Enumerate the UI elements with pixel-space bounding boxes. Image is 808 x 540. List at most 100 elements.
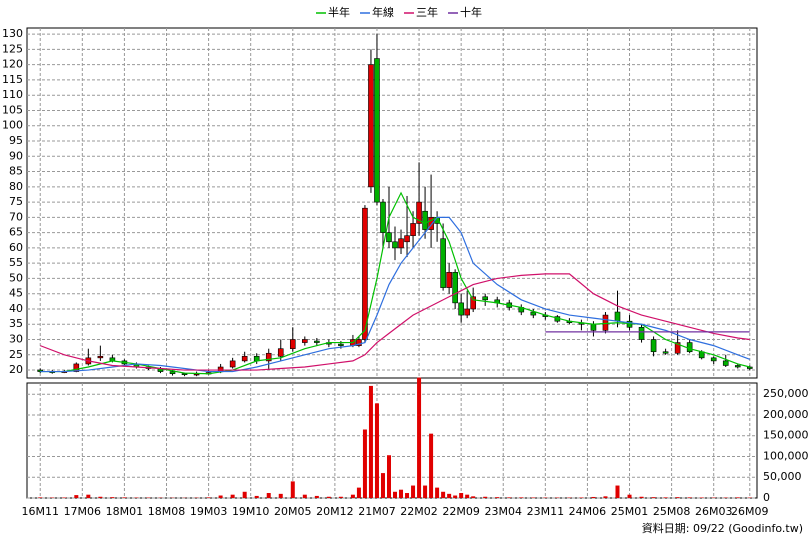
volume-bar <box>314 495 319 498</box>
volume-bar <box>441 491 446 498</box>
x-tick-label: 23M04 <box>484 505 522 518</box>
volume-bar <box>405 493 410 498</box>
y-tick-label: 50 <box>9 271 23 284</box>
y-tick-label: 20 <box>9 363 23 376</box>
candle-body <box>674 342 681 354</box>
y-tick-label: 95 <box>9 134 23 147</box>
volume-bar <box>447 493 452 498</box>
candle-body <box>265 352 272 362</box>
volume-bar <box>266 493 271 498</box>
candle-body <box>169 371 176 375</box>
candle-body <box>710 357 717 362</box>
y-tick-label: 30 <box>9 333 23 346</box>
candle-body <box>338 343 344 346</box>
x-tick-label: 22M02 <box>400 505 438 518</box>
x-tick-label: 21M07 <box>358 505 396 518</box>
volume-bar <box>639 496 644 498</box>
y2-tick-label: 100,000 <box>763 449 808 462</box>
y-tick-label: 120 <box>2 58 23 71</box>
volume-bar <box>603 496 608 498</box>
volume-bar <box>411 485 416 498</box>
volume-bar <box>242 491 247 498</box>
volume-bar <box>471 496 476 498</box>
x-tick-label: 25M08 <box>653 505 691 518</box>
candle-body <box>398 238 404 249</box>
candle-body <box>422 210 428 230</box>
candle-body <box>392 241 398 249</box>
y-tick-label: 125 <box>2 42 23 55</box>
volume-bar <box>110 497 115 498</box>
y-tick-label: 40 <box>9 302 23 315</box>
x-tick-label: 20M05 <box>274 505 312 518</box>
candle-body <box>374 58 380 203</box>
volume-bar <box>122 497 127 498</box>
candle-body <box>97 356 104 359</box>
candle-body <box>404 235 410 243</box>
y-tick-label: 115 <box>2 73 23 86</box>
legend-label: 年線 <box>372 5 394 19</box>
volume-bar <box>278 493 283 498</box>
candle-body <box>289 339 296 349</box>
candle-body <box>217 366 224 372</box>
volume-bar <box>393 491 398 498</box>
candle-body <box>410 223 416 236</box>
price-frame <box>26 27 758 379</box>
candle-body <box>314 340 320 343</box>
candle-body <box>181 373 188 376</box>
x-tick-label: 23M11 <box>527 505 565 518</box>
volume-bar <box>429 433 434 498</box>
volume-bar <box>326 496 331 498</box>
ma-line <box>40 191 750 375</box>
y-tick-label: 25 <box>9 348 23 361</box>
volume-bar <box>368 385 373 498</box>
volume-bar <box>206 497 211 498</box>
candle-body <box>241 356 248 362</box>
y2-tick-label: 0 <box>763 491 770 504</box>
volume-bar <box>374 403 379 498</box>
volume-bar <box>591 496 596 498</box>
volume-bar <box>290 481 295 498</box>
volume-bar <box>651 497 656 498</box>
ma-line <box>40 273 750 371</box>
candle-body <box>446 272 452 288</box>
candle-body <box>428 217 434 230</box>
x-tick-label: 17M06 <box>64 505 102 518</box>
volume-bar <box>399 489 404 498</box>
candle-body <box>686 342 693 353</box>
legend: 半年 年線 三年 十年 <box>316 5 482 19</box>
candle-body <box>229 360 236 368</box>
volume-bar <box>519 497 524 498</box>
volume-bar <box>627 494 632 498</box>
candle-body <box>302 339 308 343</box>
volume-bar <box>423 485 428 498</box>
volume-bar <box>350 494 355 498</box>
candle-body <box>638 327 645 340</box>
candle-body <box>277 348 284 357</box>
volume-bar <box>254 495 259 498</box>
volume-bar <box>386 455 391 498</box>
volume-bar <box>735 497 740 498</box>
footer: 資料日期: 09/22 (Goodinfo.tw) <box>642 521 803 535</box>
candle-body <box>614 311 621 322</box>
volume-bar <box>615 485 620 498</box>
x-tick-label: 22M09 <box>442 505 480 518</box>
candle-body <box>356 339 362 346</box>
volume-bar <box>218 495 223 498</box>
volume-bar <box>507 497 512 498</box>
x-tick-label: 19M03 <box>190 505 228 518</box>
y2-tick-label: 250,000 <box>763 387 808 400</box>
x-tick-label: 18M01 <box>106 505 144 518</box>
candle-body <box>650 339 657 353</box>
candle-body <box>590 323 597 331</box>
y-tick-label: 105 <box>2 103 23 116</box>
volume-bar <box>86 494 91 498</box>
candle-body <box>440 238 446 288</box>
y-tick-label: 60 <box>9 241 23 254</box>
y-tick-label: 130 <box>2 27 23 40</box>
legend-label: 半年 <box>328 5 350 19</box>
candle-body <box>734 365 741 368</box>
y-tick-label: 90 <box>9 149 23 162</box>
ma-line <box>40 216 750 373</box>
x-tick-label: 26M09 <box>731 505 769 518</box>
